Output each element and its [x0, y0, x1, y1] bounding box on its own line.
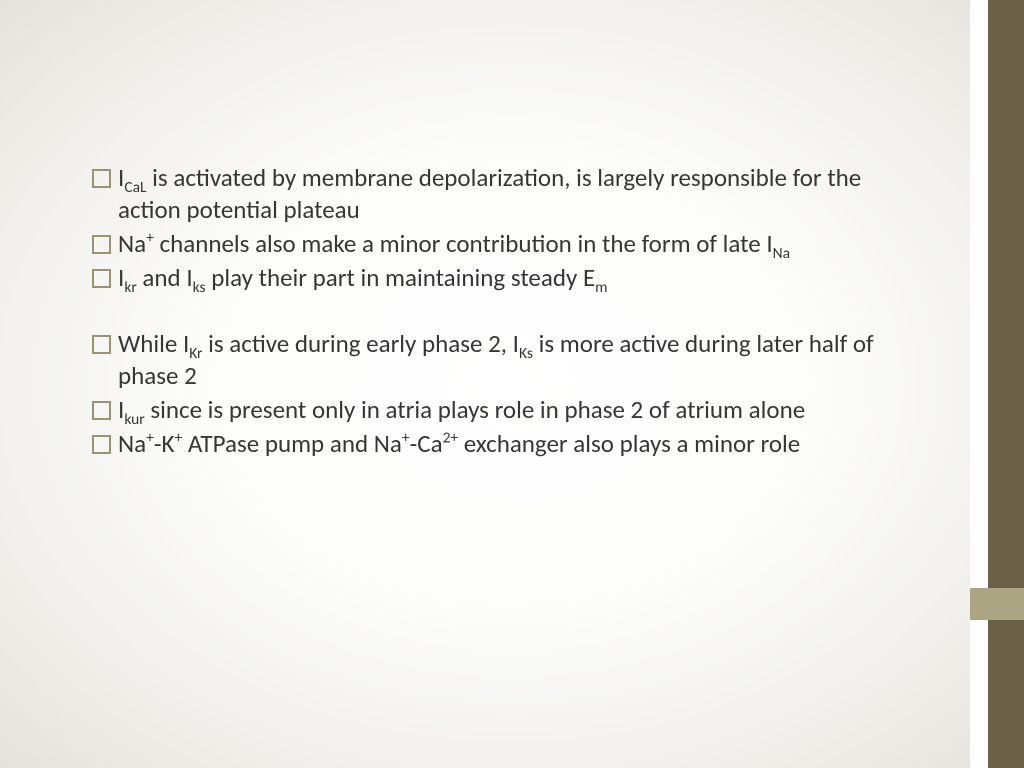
text-run: -Ca	[410, 428, 443, 459]
side-accent-dark	[988, 0, 1024, 768]
text-run: ATPase pump and Na	[182, 428, 402, 459]
text-run: since is present only in atria plays rol…	[145, 394, 805, 425]
subscript: kur	[124, 410, 144, 429]
bullet-item: Na+ channels also make a minor contribut…	[92, 228, 912, 260]
text-run: While I	[118, 328, 189, 359]
bullet-item: Ikur since is present only in atria play…	[92, 394, 912, 426]
bullet-item: While IKr is active during early phase 2…	[92, 328, 912, 392]
superscript: +	[402, 429, 410, 448]
subscript: kr	[124, 278, 136, 297]
superscript: +	[146, 429, 154, 448]
superscript: 2+	[443, 429, 459, 448]
superscript: +	[146, 229, 154, 248]
text-run: play their part in maintaining steady E	[206, 262, 596, 293]
subscript: ks	[193, 278, 206, 297]
text-run: is active during early phase 2, I	[202, 328, 519, 359]
slide: ICaL is activated by membrane depolariza…	[0, 0, 1024, 768]
bullet-item: ICaL is activated by membrane depolariza…	[92, 162, 912, 226]
subscript: Na	[773, 244, 790, 263]
text-run: -K	[154, 428, 175, 459]
text-run: is activated by membrane depolarization,…	[118, 162, 861, 225]
text-run: Na	[118, 428, 146, 459]
bullet-list: ICaL is activated by membrane depolariza…	[92, 162, 912, 460]
slide-content: ICaL is activated by membrane depolariza…	[92, 162, 912, 462]
side-accent-light	[970, 0, 988, 768]
text-run: Na	[118, 228, 146, 259]
text-run: and I	[137, 262, 193, 293]
subscript: Ks	[519, 344, 533, 363]
side-accent-block	[970, 588, 1024, 620]
bullet-item: Na+-K+ ATPase pump and Na+-Ca2+ exchange…	[92, 428, 912, 460]
text-run: channels also make a minor contribution …	[154, 228, 773, 259]
text-run: exchanger also plays a minor role	[458, 428, 800, 459]
bullet-item: Ikr and Iks play their part in maintaini…	[92, 262, 912, 294]
subscript: m	[595, 278, 607, 297]
